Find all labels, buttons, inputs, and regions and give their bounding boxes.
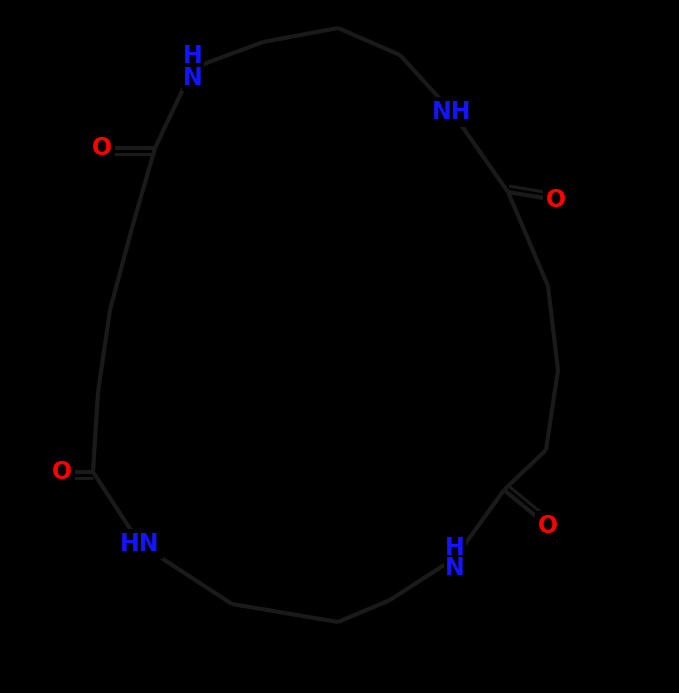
Text: O: O xyxy=(546,188,566,212)
Text: NH: NH xyxy=(433,100,472,124)
Text: H: H xyxy=(183,44,203,68)
Text: H: H xyxy=(445,536,465,560)
Text: O: O xyxy=(52,460,72,484)
Text: N: N xyxy=(445,556,465,580)
Text: O: O xyxy=(538,514,558,538)
Text: N: N xyxy=(183,66,203,90)
Text: HN: HN xyxy=(120,532,160,556)
Text: O: O xyxy=(92,136,112,160)
